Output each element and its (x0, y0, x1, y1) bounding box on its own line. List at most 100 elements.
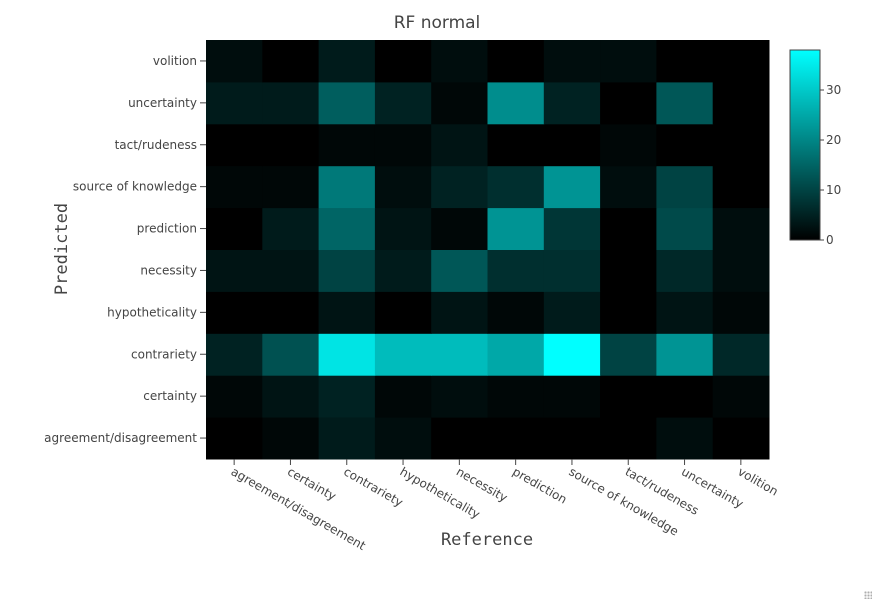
heatmap-cell (656, 375, 714, 418)
y-tick-label: necessity (140, 263, 197, 277)
heatmap-cell (374, 333, 432, 376)
heatmap-cell (600, 165, 657, 209)
y-tick-label: source of knowledge (73, 180, 197, 194)
heatmap-cell (656, 40, 714, 83)
y-tick-label: prediction (137, 222, 197, 236)
heatmap-cell (656, 291, 714, 334)
y-tick-label: agreement/disagreement (44, 431, 197, 445)
heatmap-cell (206, 207, 263, 250)
heatmap-cell (374, 123, 432, 167)
heatmap-cell (543, 165, 601, 209)
heatmap-cell (656, 165, 714, 209)
heatmap-cell (431, 249, 488, 292)
heatmap-cell (262, 165, 320, 209)
heatmap-cell (656, 81, 714, 125)
heatmap-cell (487, 333, 545, 376)
heatmap-cell (712, 249, 770, 292)
heatmap-cell (206, 249, 263, 292)
heatmap-cell (206, 123, 263, 167)
heatmap-cell (262, 249, 320, 292)
heatmap-cell (712, 207, 770, 250)
y-axis-title: Predicted (52, 203, 72, 295)
heatmap-cell (712, 375, 770, 418)
resize-grip-icon[interactable] (864, 591, 872, 599)
heatmap-cell (318, 333, 376, 376)
heatmap-cell (431, 291, 488, 334)
heatmap-cell (656, 123, 714, 167)
heatmap-cell (262, 375, 320, 418)
heatmap-cell (374, 81, 432, 125)
heatmap-cell (262, 123, 320, 167)
heatmap-cell (431, 165, 488, 209)
heatmap-cell (712, 333, 770, 376)
heatmap-cell (318, 417, 376, 460)
heatmap-cell (374, 375, 432, 418)
heatmap-cell (318, 375, 376, 418)
y-tick-label: contrariety (131, 347, 197, 361)
heatmap-cells (206, 40, 770, 460)
colorbar-tick-label: 20 (826, 133, 841, 147)
heatmap-cell (600, 207, 657, 250)
heatmap-cell (600, 123, 657, 167)
heatmap-cell (262, 417, 320, 460)
heatmap-cell (487, 165, 545, 209)
heatmap-cell (431, 81, 488, 125)
colorbar-tick-label: 30 (826, 83, 841, 97)
heatmap-cell (431, 333, 488, 376)
heatmap-cell (431, 123, 488, 167)
y-tick-label: uncertainty (128, 96, 197, 110)
heatmap-cell (206, 165, 263, 209)
x-tick-label: prediction (510, 464, 569, 506)
heatmap-cell (374, 291, 432, 334)
colorbar-tick-label: 0 (826, 233, 834, 247)
x-axis-title: Reference (441, 530, 533, 550)
heatmap-cell (487, 417, 545, 460)
heatmap-cell (206, 333, 263, 376)
heatmap-cell (262, 333, 320, 376)
heatmap-cell (656, 417, 714, 460)
heatmap-cell (374, 207, 432, 250)
y-tick-label: tact/rudeness (115, 138, 197, 152)
heatmap-cell (656, 207, 714, 250)
chart-title: RF normal (394, 13, 481, 33)
heatmap-cell (712, 81, 770, 125)
heatmap-cell (374, 40, 432, 83)
heatmap-cell (543, 123, 601, 167)
heatmap-cell (206, 417, 263, 460)
heatmap-cell (487, 81, 545, 125)
heatmap-cell (262, 81, 320, 125)
heatmap-cell (543, 249, 601, 292)
heatmap-cell (318, 207, 376, 250)
y-tick-label: volition (153, 54, 197, 68)
heatmap-cell (374, 165, 432, 209)
heatmap-cell (318, 249, 376, 292)
heatmap-cell (543, 291, 601, 334)
heatmap-cell (712, 165, 770, 209)
heatmap-cell (318, 165, 376, 209)
heatmap-cell (431, 375, 488, 418)
y-tick-label: hypotheticality (107, 305, 197, 319)
heatmap-cell (431, 417, 488, 460)
heatmap-cell (431, 40, 488, 83)
x-tick-label: volition (735, 464, 780, 498)
heatmap-cell (431, 207, 488, 250)
heatmap-cell (374, 249, 432, 292)
y-tick-label: certainty (143, 389, 197, 403)
heatmap-cell (543, 375, 601, 418)
heatmap-cell (262, 207, 320, 250)
heatmap-cell (487, 249, 545, 292)
heatmap-cell (318, 291, 376, 334)
heatmap-cell (206, 81, 263, 125)
heatmap-cell (543, 207, 601, 250)
heatmap-cell (712, 417, 770, 460)
heatmap-cell (487, 123, 545, 167)
heatmap-cell (487, 375, 545, 418)
heatmap-cell (487, 291, 545, 334)
colorbar-gradient (789, 49, 821, 241)
heatmap-cell (600, 249, 657, 292)
heatmap-cell (712, 291, 770, 334)
heatmap-cell (656, 333, 714, 376)
heatmap-cell (318, 40, 376, 83)
heatmap-cell (262, 291, 320, 334)
